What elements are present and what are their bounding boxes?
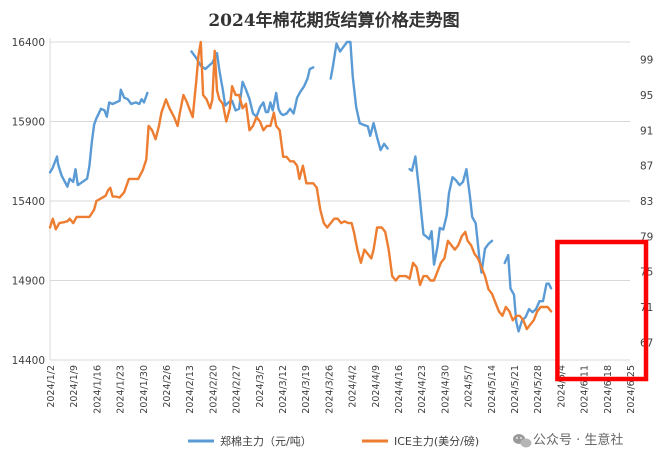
x-tick-label: 2024/5/14 (487, 365, 498, 414)
x-tick-label: 2024/4/2 (348, 365, 359, 408)
series-lines (48, 40, 553, 333)
left-axis-ticks: 14400 14900 15400 15900 16400 (12, 37, 45, 367)
left-tick-label: 14400 (12, 355, 45, 367)
x-tick-label: 2024/1/2 (46, 365, 57, 408)
right-tick-label: 99 (640, 55, 653, 67)
right-tick-label: 87 (640, 161, 653, 173)
x-tick-label: 2024/5/7 (464, 365, 475, 408)
wechat-icon (513, 434, 532, 448)
x-tick-label: 2024/3/26 (324, 365, 335, 414)
x-tick-label: 2024/6/18 (603, 365, 614, 414)
series-line-zhengmian (48, 40, 553, 333)
x-tick-label: 2024/3/12 (278, 365, 289, 414)
x-tick-label: 2024/6/11 (580, 365, 591, 414)
highlight-rect (555, 239, 649, 382)
x-tick-label: 2024/2/13 (185, 365, 196, 414)
x-axis-ticks: 2024/1/2 2024/1/9 2024/1/16 2024/1/23 2024/1… (46, 365, 637, 414)
x-tick-label: 2024/2/27 (232, 365, 243, 414)
x-tick-label: 2024/2/6 (162, 365, 173, 408)
x-tick-label: 2024/2/20 (208, 365, 219, 414)
x-tick-label: 2024/6/25 (626, 365, 637, 414)
left-tick-label: 15400 (12, 196, 45, 208)
x-tick-label: 2024/1/23 (116, 365, 127, 414)
watermark: 公众号 · 生意社 (513, 432, 623, 448)
right-tick-label: 91 (640, 125, 653, 137)
watermark-text: 公众号 · 生意社 (533, 432, 623, 448)
x-tick-label: 2024/1/16 (92, 365, 103, 414)
x-tick-label: 2024/3/5 (255, 365, 266, 408)
highlight-box (555, 239, 649, 382)
right-tick-label: 95 (640, 90, 653, 102)
x-tick-label: 2024/1/30 (139, 365, 150, 414)
x-tick-label: 2024/1/9 (69, 365, 80, 408)
legend-label-zhengmian: 郑棉主力（元/吨） (220, 434, 312, 448)
x-tick-label: 2024/3/19 (301, 365, 312, 414)
x-tick-label: 2024/4/30 (440, 365, 451, 414)
x-tick-label: 2024/5/21 (510, 365, 521, 414)
x-tick-label: 2024/6/4 (556, 365, 567, 408)
left-tick-label: 14900 (12, 276, 45, 288)
x-tick-label: 2024/4/23 (417, 365, 428, 414)
left-tick-label: 16400 (12, 37, 45, 49)
x-tick-label: 2024/5/28 (533, 365, 544, 414)
grid-lines (49, 38, 630, 361)
right-tick-label: 83 (640, 196, 653, 208)
series-line-ice (48, 40, 553, 331)
x-tick-label: 2024/4/16 (394, 365, 405, 414)
legend: 郑棉主力（元/吨） ICE主力(美分/磅) (188, 434, 479, 448)
chart-title: 2024年棉花期货结算价格走势图 (208, 10, 459, 31)
left-tick-label: 15900 (12, 117, 45, 129)
legend-label-ice: ICE主力(美分/磅) (394, 434, 479, 448)
x-tick-label: 2024/4/9 (371, 365, 382, 408)
